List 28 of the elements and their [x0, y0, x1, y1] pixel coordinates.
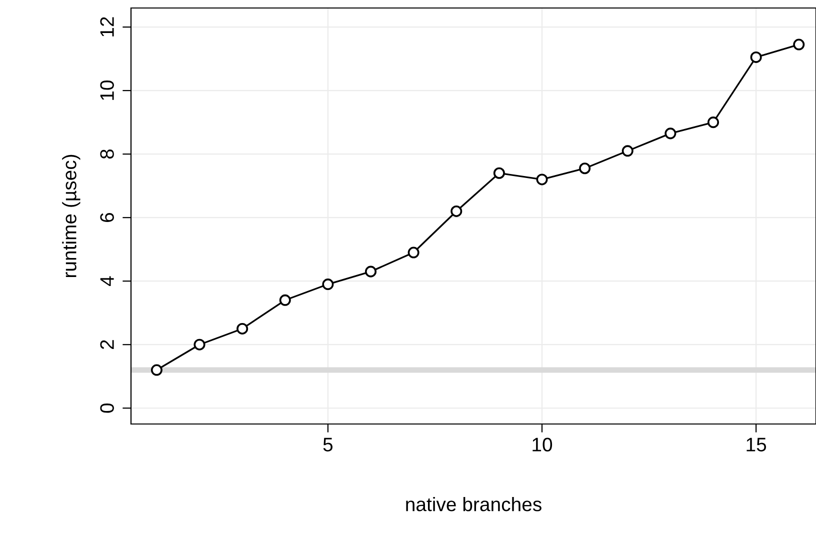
y-tick-label: 6 — [100, 213, 114, 222]
point — [493, 167, 505, 179]
point — [408, 246, 420, 258]
point — [194, 338, 206, 350]
y-axis-title: runtime (µsec) — [62, 154, 80, 278]
point — [579, 162, 591, 174]
point — [322, 278, 334, 290]
x-tick-label: 5 — [323, 438, 333, 452]
point — [750, 51, 762, 63]
x-axis-title: native branches — [406, 496, 542, 512]
x-tick-label: 10 — [532, 438, 552, 452]
y-tick-label: 12 — [100, 17, 114, 36]
x-tick-label: 15 — [746, 438, 766, 452]
point — [793, 38, 805, 50]
y-tick-label: 10 — [100, 80, 114, 100]
y-tick-label: 2 — [100, 340, 114, 350]
point — [622, 145, 634, 157]
point — [450, 205, 462, 217]
point — [364, 266, 377, 278]
y-tick-label: 0 — [100, 403, 114, 413]
point — [536, 174, 548, 186]
point — [707, 116, 720, 128]
point — [664, 128, 676, 140]
point — [236, 322, 248, 334]
point — [150, 364, 162, 376]
point — [279, 294, 291, 306]
y-tick-label: 8 — [100, 150, 114, 159]
y-tick-label: 4 — [100, 276, 114, 286]
